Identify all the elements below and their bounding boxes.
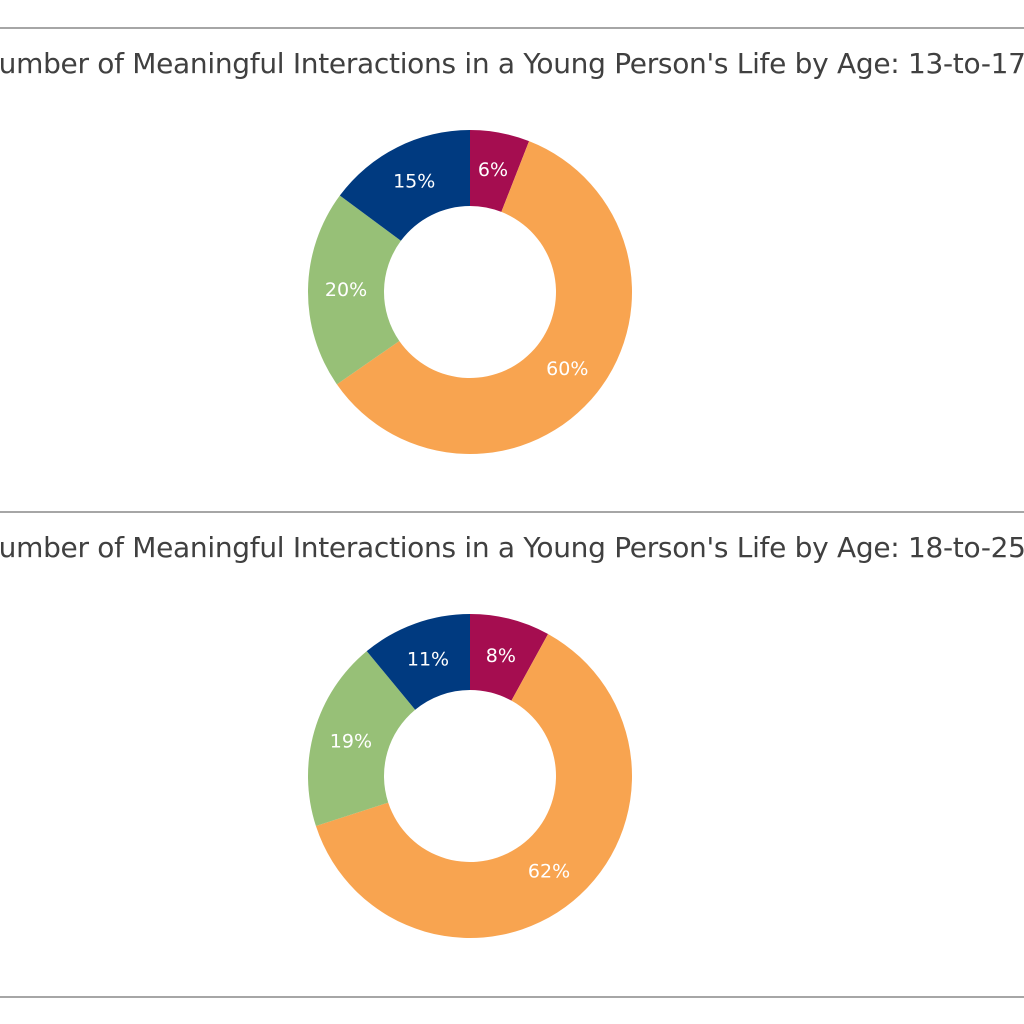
bottom-border [0, 996, 1024, 998]
donut-slice-1-2 [308, 651, 416, 827]
data-label-0-0: 6% [478, 159, 508, 181]
top-border [0, 27, 1024, 29]
chart-panel-18-25: Number of Meaningful Interactions in a Y… [0, 513, 1024, 997]
data-label-0-2: 20% [325, 279, 367, 301]
donut-slice-1-3 [366, 614, 470, 710]
panel-divider [0, 511, 1024, 513]
chart-title-13-17: Number of Meaningful Interactions in a Y… [0, 47, 1024, 80]
chart-panel-13-17: Number of Meaningful Interactions in a Y… [0, 29, 1024, 513]
donut-slice-0-1 [336, 141, 632, 454]
data-label-1-0: 8% [486, 645, 516, 667]
donut-chart-13-17: 6% 60% 20% 15% [308, 130, 632, 454]
data-label-0-3: 15% [393, 170, 435, 192]
donut-slice-0-3 [339, 130, 470, 241]
data-label-1-2: 19% [330, 730, 372, 752]
data-label-1-3: 11% [407, 648, 449, 670]
donut-slice-0-2 [308, 195, 401, 385]
donut-chart-18-25: 8% 62% 19% 11% [308, 614, 632, 939]
donut-slice-1-1 [315, 634, 632, 939]
data-label-0-1: 60% [546, 358, 588, 380]
data-label-1-1: 62% [528, 861, 570, 883]
chart-title-18-25: Number of Meaningful Interactions in a Y… [0, 531, 1024, 564]
donut-slice-0-0 [470, 130, 530, 212]
donut-slice-1-0 [470, 614, 549, 701]
